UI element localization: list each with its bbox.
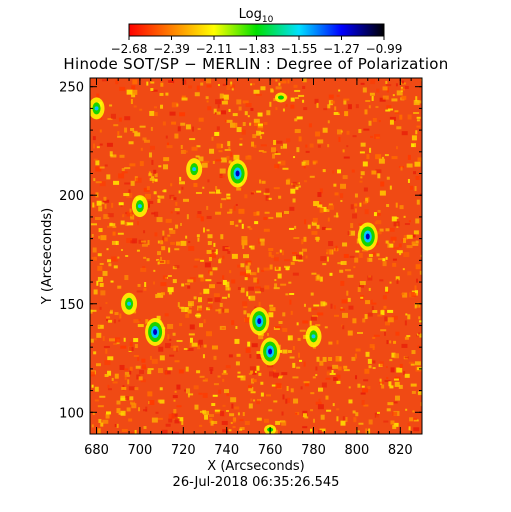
colorbar-tick-label: −2.11	[196, 42, 233, 56]
y-axis-label: Y (Arcseconds)	[40, 208, 55, 305]
polarization-feature	[305, 325, 322, 348]
x-tick-label: 740	[214, 443, 239, 458]
x-tick-label: 800	[344, 443, 369, 458]
x-tick-label: 720	[171, 443, 196, 458]
polarization-feature	[121, 292, 138, 315]
y-axis: 100 150 200 250	[59, 81, 422, 435]
colorbar-tick-label: −1.83	[238, 42, 275, 56]
polarization-feature	[186, 158, 203, 181]
colorbar-tick-label: −0.99	[366, 42, 403, 56]
x-tick-label: 820	[388, 443, 413, 458]
x-tick-label: 680	[84, 443, 109, 458]
polarization-feature	[90, 97, 105, 120]
x-tick-label: 780	[301, 443, 326, 458]
heatmap-texture	[90, 78, 422, 434]
polarization-feature	[274, 92, 287, 103]
polarization-feature	[357, 222, 378, 251]
polarization-feature	[227, 159, 248, 188]
colorbar-tick-label: −1.27	[323, 42, 360, 56]
y-tick-label: 100	[59, 406, 84, 421]
heatmap-features	[90, 92, 378, 434]
polarization-feature	[131, 195, 148, 218]
x-tick-label: 700	[127, 443, 152, 458]
colorbar-label-subscript: 10	[262, 15, 274, 25]
plot-frame	[89, 77, 423, 435]
x-axis: 680 700 720 740 760 780 800 820	[84, 78, 423, 458]
colorbar-label-text: Log	[239, 7, 262, 22]
colorbar	[128, 23, 385, 37]
polarization-feature	[145, 317, 166, 346]
colorbar-label: Log10	[239, 7, 274, 25]
colorbar-tick-label: −1.55	[281, 42, 318, 56]
y-tick-label: 250	[59, 81, 84, 96]
heatmap-area	[90, 78, 422, 434]
colorbar-ticks: −2.68 −2.39 −2.11 −1.83 −1.55 −1.27 −0.99	[111, 36, 403, 56]
x-axis-label: X (Arcseconds)	[207, 459, 304, 474]
colorbar-tick-label: −2.39	[153, 42, 190, 56]
colorbar-tick-label: −2.68	[111, 42, 148, 56]
chart-title: Hinode SOT/SP − MERLIN : Degree of Polar…	[63, 55, 448, 73]
y-tick-label: 150	[59, 298, 84, 313]
y-tick-label: 200	[59, 189, 84, 204]
x-tick-label: 760	[258, 443, 283, 458]
polarization-feature	[249, 307, 270, 336]
polarization-feature	[260, 337, 281, 366]
timestamp: 26-Jul-2018 06:35:26.545	[173, 475, 340, 490]
